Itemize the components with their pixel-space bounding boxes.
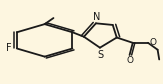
Text: O: O	[126, 56, 133, 65]
Text: S: S	[98, 50, 104, 60]
Text: F: F	[7, 44, 12, 54]
Text: O: O	[149, 38, 156, 47]
Text: N: N	[93, 12, 100, 22]
